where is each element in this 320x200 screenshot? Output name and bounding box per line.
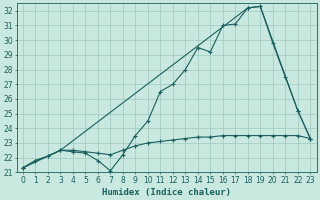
- X-axis label: Humidex (Indice chaleur): Humidex (Indice chaleur): [102, 188, 231, 197]
